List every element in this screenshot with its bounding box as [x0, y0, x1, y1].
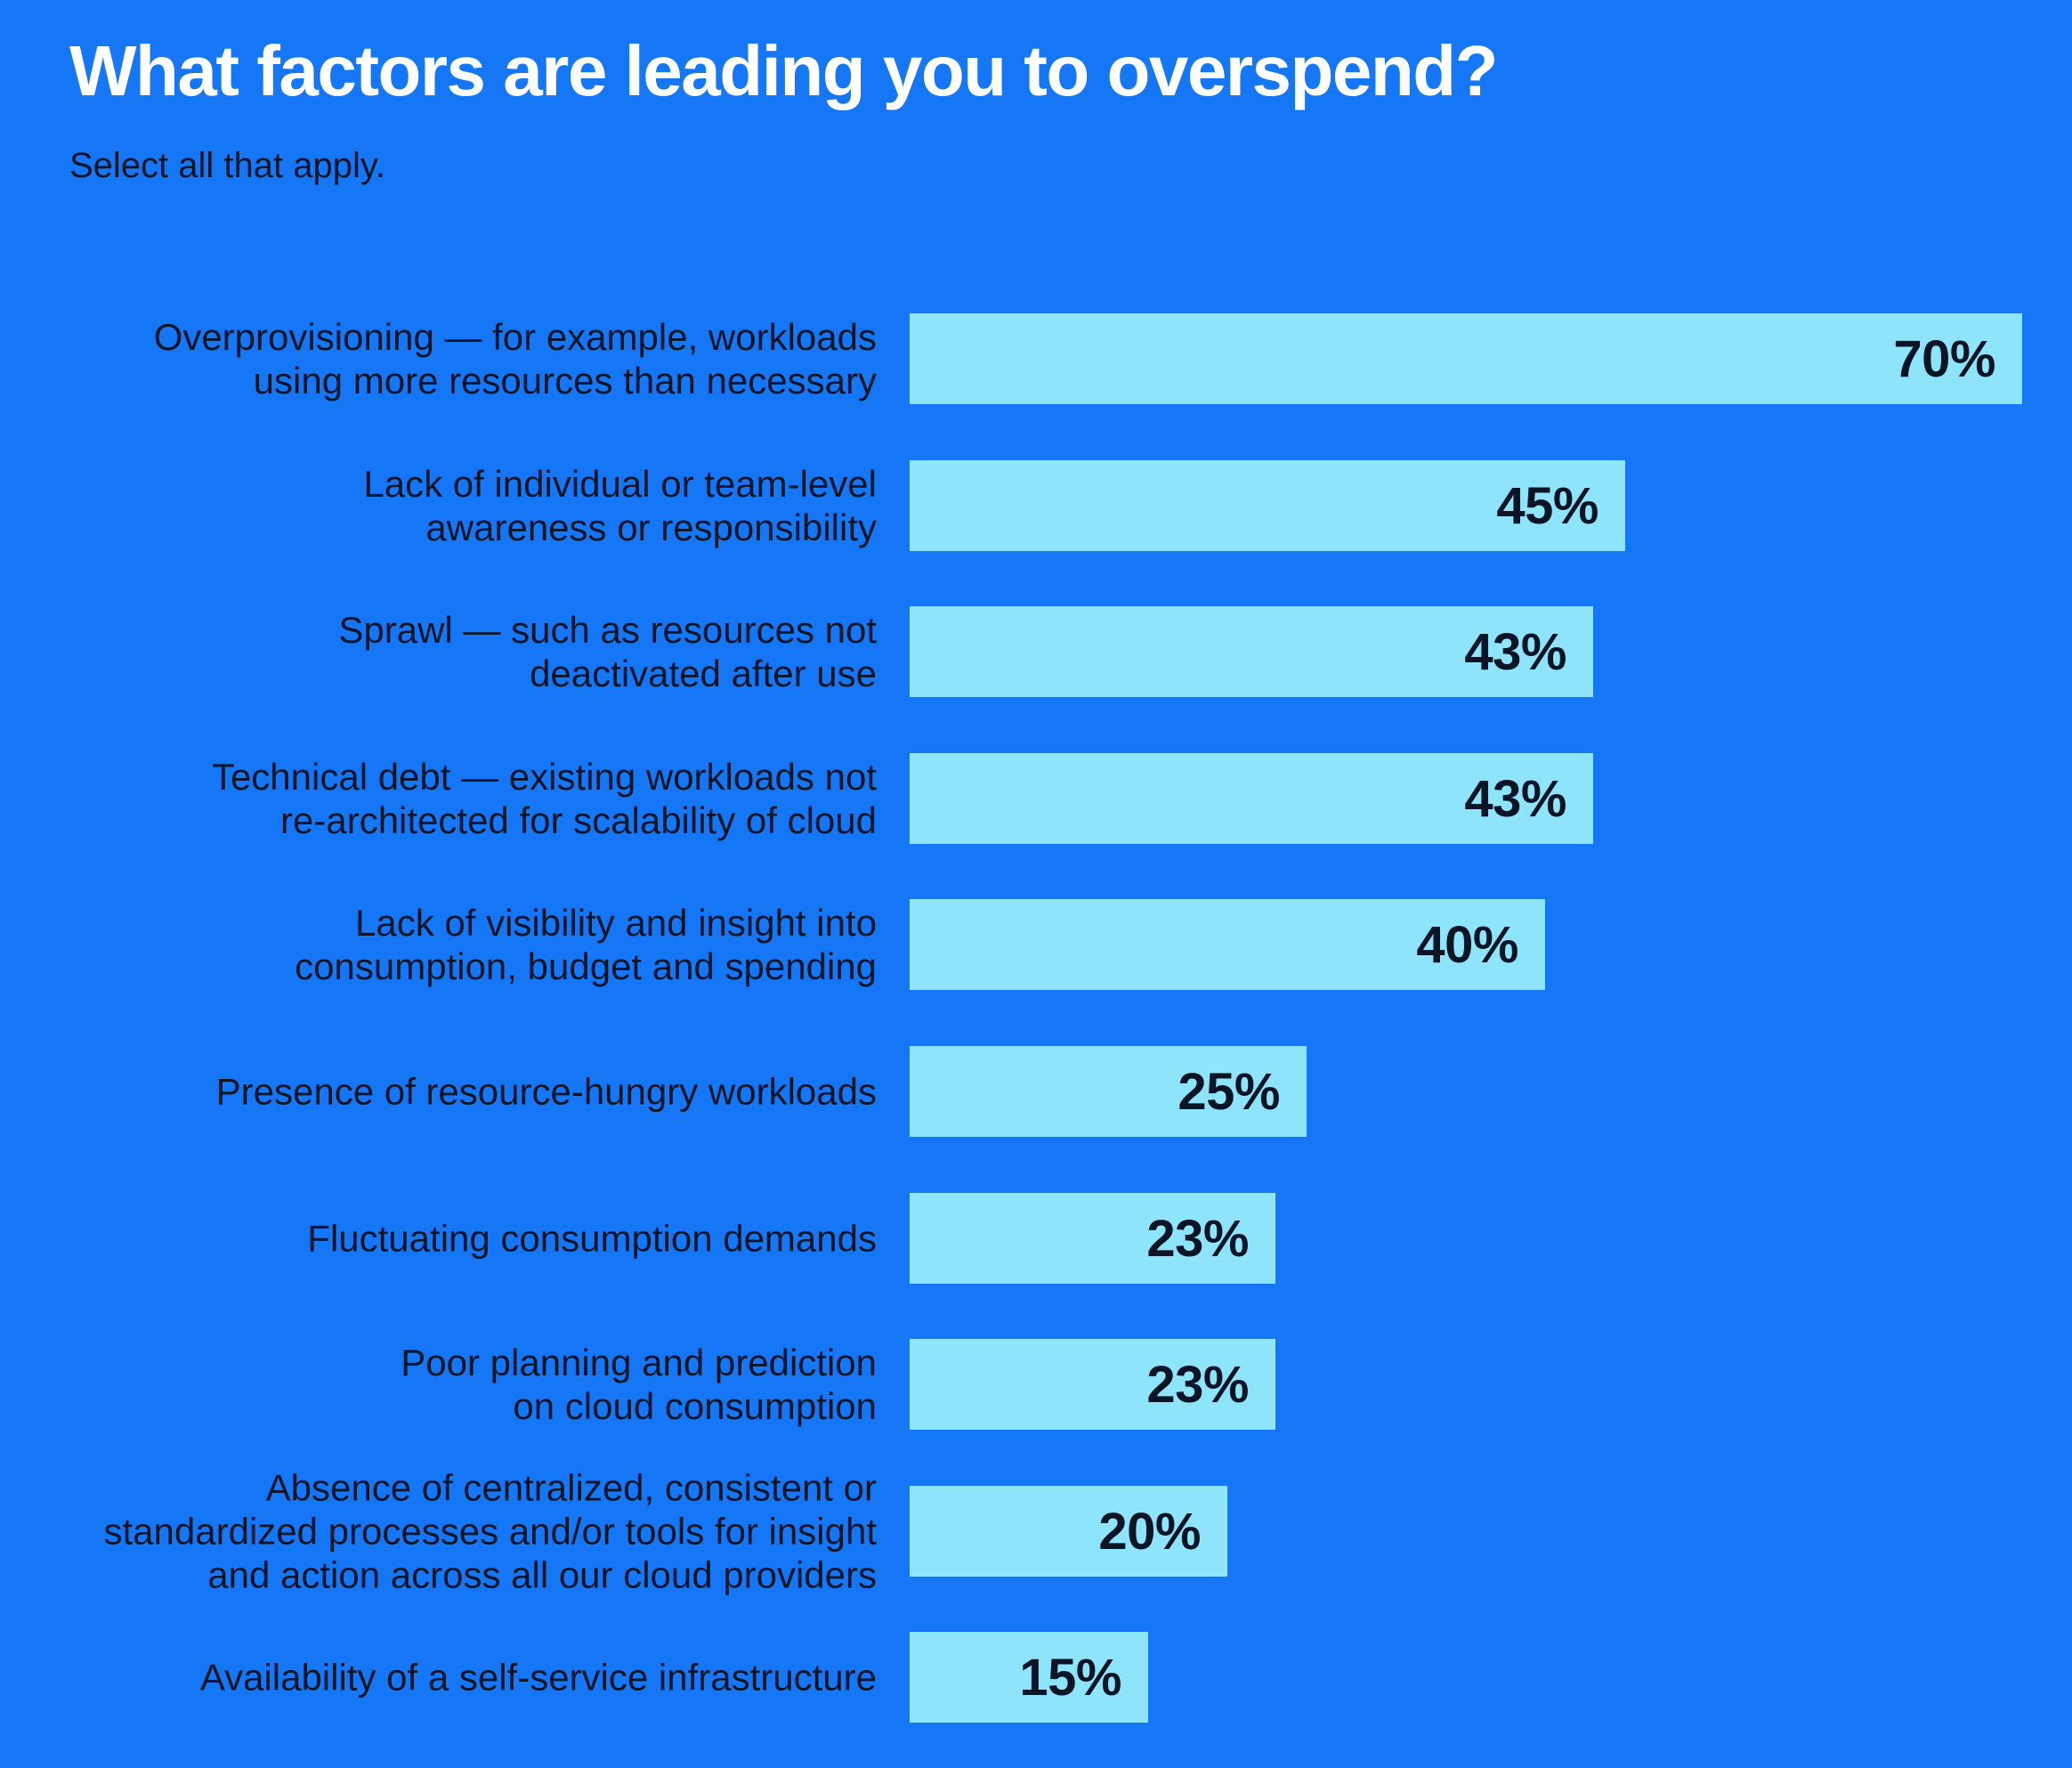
chart-row: Sprawl — such as resources not deactivat… — [0, 606, 2072, 697]
bar: 70% — [910, 313, 2022, 404]
chart-row: Absence of centralized, consistent or st… — [0, 1466, 2072, 1596]
chart-row: Presence of resource-hungry workloads 25% — [0, 1046, 2072, 1137]
value-label: 43% — [1464, 769, 1566, 828]
bar: 23% — [910, 1339, 1275, 1430]
chart-row: Availability of a self-service infrastru… — [0, 1632, 2072, 1723]
chart-row: Fluctuating consumption demands 23% — [0, 1193, 2072, 1284]
category-label: Overprovisioning — for example, workload… — [153, 315, 877, 401]
bar: 23% — [910, 1193, 1275, 1284]
category-label: Fluctuating consumption demands — [307, 1217, 877, 1260]
value-label: 70% — [1893, 329, 1995, 388]
category-label: Availability of a self-service infrastru… — [199, 1656, 877, 1699]
category-label: Poor planning and prediction on cloud co… — [401, 1341, 877, 1427]
value-label: 43% — [1464, 622, 1566, 681]
bar: 25% — [910, 1046, 1307, 1137]
value-label: 20% — [1098, 1502, 1201, 1561]
category-label: Technical debt — existing workloads not … — [211, 755, 877, 841]
chart-row: Poor planning and prediction on cloud co… — [0, 1339, 2072, 1430]
value-label: 25% — [1178, 1062, 1280, 1121]
value-label: 23% — [1146, 1209, 1249, 1268]
bar: 40% — [910, 899, 1545, 990]
value-label: 23% — [1146, 1355, 1249, 1414]
bar: 43% — [910, 753, 1593, 844]
value-label: 45% — [1496, 476, 1599, 535]
chart-row: Lack of individual or team-level awarene… — [0, 460, 2072, 551]
value-label: 15% — [1019, 1648, 1121, 1707]
chart-title: What factors are leading you to overspen… — [69, 31, 1498, 110]
category-label: Lack of visibility and insight into cons… — [295, 901, 877, 987]
chart-subtitle: Select all that apply. — [69, 146, 386, 185]
bar: 15% — [910, 1632, 1148, 1723]
value-label: 40% — [1416, 915, 1518, 974]
bar: 45% — [910, 460, 1625, 551]
category-label: Sprawl — such as resources not deactivat… — [338, 608, 877, 694]
bar: 20% — [910, 1486, 1227, 1577]
bar: 43% — [910, 606, 1593, 697]
chart-row: Overprovisioning — for example, workload… — [0, 313, 2072, 404]
category-label: Lack of individual or team-level awarene… — [363, 462, 877, 548]
category-label: Presence of resource-hungry workloads — [215, 1070, 877, 1113]
category-label: Absence of centralized, consistent or st… — [103, 1466, 878, 1596]
chart-row: Technical debt — existing workloads not … — [0, 753, 2072, 844]
chart-row: Lack of visibility and insight into cons… — [0, 899, 2072, 990]
